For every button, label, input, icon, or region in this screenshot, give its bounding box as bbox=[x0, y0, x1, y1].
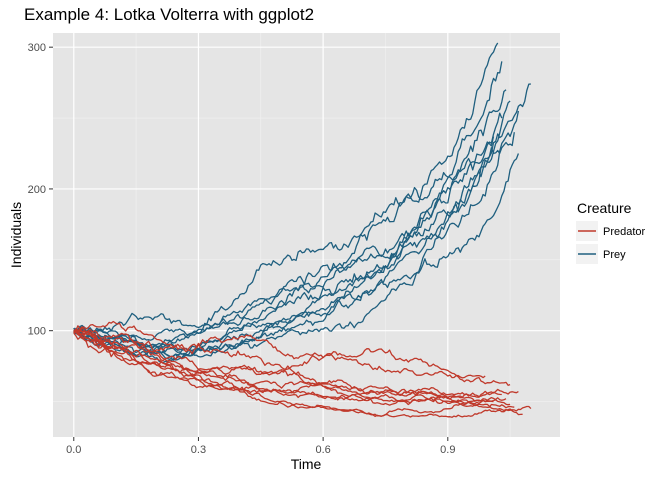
x-tick-label: 0.3 bbox=[191, 444, 206, 456]
major-grid bbox=[53, 33, 560, 437]
prey-trajectory-line-5 bbox=[73, 110, 520, 364]
legend-label-prey: Prey bbox=[603, 249, 626, 261]
predator-trajectory-line-17 bbox=[73, 326, 515, 409]
x-tick-label: 0.0 bbox=[66, 444, 81, 456]
chart-title: Example 4: Lotka Volterra with ggplot2 bbox=[24, 5, 314, 24]
legend-title: Creature bbox=[577, 200, 632, 216]
series-layer bbox=[73, 42, 532, 418]
legend-label-predator: Predator bbox=[603, 226, 646, 238]
predator-trajectory-line-13 bbox=[73, 329, 502, 398]
minor-grid bbox=[53, 33, 560, 437]
y-tick-label: 200 bbox=[28, 184, 46, 196]
x-tick-label: 0.6 bbox=[315, 444, 330, 456]
legend: Creature Predator Prey bbox=[576, 200, 646, 264]
predator-trajectory-line-10 bbox=[73, 320, 486, 379]
y-tick-label: 100 bbox=[28, 326, 46, 338]
prey-trajectory-line-2 bbox=[73, 89, 507, 343]
prey-trajectory-line-9 bbox=[73, 153, 520, 355]
predator-trajectory-line-19 bbox=[73, 325, 523, 418]
x-axis-title: Time bbox=[291, 456, 322, 472]
x-tick-label: 0.9 bbox=[440, 444, 455, 456]
predator-trajectory-line-11 bbox=[73, 329, 511, 386]
axis-ticks: 0.0 0.3 0.6 0.9 100 200 300 bbox=[28, 42, 456, 456]
predator-trajectory-line-16 bbox=[73, 330, 511, 406]
predator-trajectory-line-15 bbox=[73, 329, 494, 403]
prey-trajectory-line-6 bbox=[73, 112, 503, 334]
predator-trajectory-line-18 bbox=[73, 332, 532, 412]
y-tick-label: 300 bbox=[28, 42, 46, 54]
y-axis-title: Individuals bbox=[8, 202, 24, 268]
